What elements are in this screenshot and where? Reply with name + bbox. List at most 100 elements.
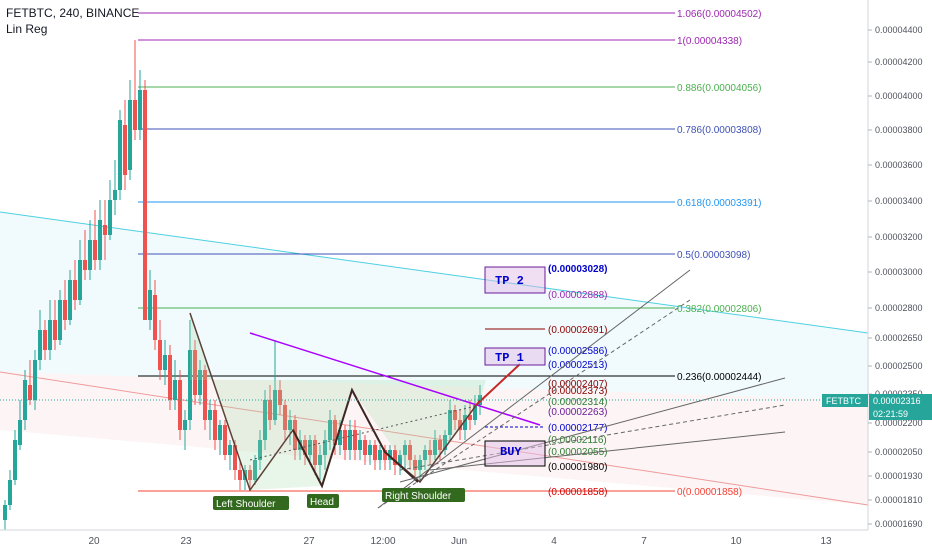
level-label: (0.00002055) xyxy=(548,447,608,458)
candle-body xyxy=(398,455,402,465)
candle-body xyxy=(128,100,132,170)
level-label: (0.00002177) xyxy=(548,423,608,434)
candle-body xyxy=(413,460,417,470)
time-axis[interactable]: 20 23 27 12:00 Jun 4 7 10 13 xyxy=(88,536,832,547)
candle-body xyxy=(123,125,127,175)
candle-body xyxy=(83,260,87,270)
price-tag xyxy=(869,394,932,407)
candle-body xyxy=(98,220,102,260)
candle-body xyxy=(268,400,272,420)
candle-body xyxy=(423,450,427,460)
price-tick-label: 0.00002800 xyxy=(875,303,923,313)
price-tick-label: 0.00001930 xyxy=(875,471,923,481)
indicator-label[interactable]: Lin Reg xyxy=(6,22,48,36)
candle-body xyxy=(393,450,397,465)
head-and-shoulders-pattern xyxy=(189,312,486,492)
candle-body xyxy=(73,280,77,300)
lin-reg-upper-band xyxy=(0,212,868,400)
candle-body xyxy=(473,405,477,420)
pattern-highlight xyxy=(292,387,419,489)
candle-body xyxy=(338,430,342,445)
right-shoulder-tag: Right Shoulder xyxy=(382,488,465,502)
fib-label: 1(0.00004338) xyxy=(677,36,742,47)
head-label: Head xyxy=(310,497,334,508)
candle-body xyxy=(458,420,462,430)
candle-body xyxy=(113,190,117,200)
candle-body xyxy=(318,455,322,465)
price-tick-label: 0.00003000 xyxy=(875,267,923,277)
candle-body xyxy=(363,440,367,455)
fib-label: 0.886(0.00004056) xyxy=(677,83,762,94)
time-tick-label: Jun xyxy=(451,536,467,547)
target-levels: (0.00003028) (0.00002888) (0.00002691) (… xyxy=(485,264,608,498)
level-label: (0.00002888) xyxy=(548,290,608,301)
candle-body xyxy=(28,385,32,400)
buy-box[interactable] xyxy=(484,440,546,467)
candle-body xyxy=(53,320,57,340)
tp2-label: TP 2 xyxy=(495,274,524,288)
time-tick-label: 23 xyxy=(180,536,192,547)
fib-label: 0.786(0.00003808) xyxy=(677,125,762,136)
level-label: (0.00003028) xyxy=(548,264,608,275)
price-tag-text: 0.00002316 xyxy=(873,396,921,406)
candle-body xyxy=(238,470,242,480)
symbol-tag xyxy=(822,394,868,407)
candle-body xyxy=(188,350,192,420)
candle-body xyxy=(278,390,282,405)
time-tick-label: 7 xyxy=(641,536,647,547)
candle-body xyxy=(168,355,172,400)
candle-body xyxy=(438,440,442,450)
candle-body xyxy=(468,415,472,420)
channel-line xyxy=(399,404,786,471)
tp1-box[interactable] xyxy=(484,347,546,366)
level-label: (0.00002373) xyxy=(548,386,608,397)
candle-body xyxy=(108,200,112,235)
channel-line xyxy=(399,377,786,483)
candle-body xyxy=(153,295,157,340)
pattern-fill xyxy=(190,313,486,490)
candle-body xyxy=(323,440,327,455)
candle-body xyxy=(163,355,167,370)
channel-line xyxy=(377,269,691,509)
left-shoulder-tag-bg xyxy=(213,496,289,510)
price-tick-label: 0.00003600 xyxy=(875,160,923,170)
candle-body xyxy=(283,405,287,430)
candle-body xyxy=(208,410,212,420)
price-tick-label: 0.00003800 xyxy=(875,125,923,135)
price-axis[interactable]: 0.00004400 0.00004200 0.00004000 0.00003800… xyxy=(868,25,923,529)
fib-label: 0.618(0.00003391) xyxy=(677,198,762,209)
candle-body xyxy=(8,480,12,505)
candle-body xyxy=(313,440,317,465)
candle-body xyxy=(308,440,312,455)
level-label: (0.00002407) xyxy=(548,379,608,390)
candle-body xyxy=(218,425,222,440)
level-label: (0.00001858) xyxy=(548,487,608,498)
candle-body xyxy=(353,430,357,450)
time-tick-label: 27 xyxy=(303,536,315,547)
fib-label: 1.066(0.00004502) xyxy=(677,9,762,20)
left-shoulder-tag: Left Shoulder xyxy=(213,496,289,510)
candle-body xyxy=(348,430,352,450)
candle-body xyxy=(343,430,347,450)
candle-body xyxy=(68,280,72,320)
right-shoulder-tag-bg xyxy=(382,488,465,502)
tp2-box[interactable] xyxy=(484,266,546,294)
countdown-tag xyxy=(869,407,932,420)
candle-body xyxy=(428,450,432,455)
level-label: (0.00002314) xyxy=(548,397,608,408)
candle-body xyxy=(373,445,377,460)
candle-body xyxy=(333,420,337,445)
symbol-title[interactable]: FETBTC, 240, BINANCE xyxy=(6,6,140,20)
breakout-arrow xyxy=(474,363,521,407)
head-tag-bg xyxy=(307,494,339,508)
candle-body xyxy=(383,450,387,460)
candle-body xyxy=(183,420,187,430)
candle-body xyxy=(198,370,202,395)
candle-body xyxy=(408,445,412,460)
candle-body xyxy=(263,400,267,440)
candle-body xyxy=(93,240,97,260)
candle-body xyxy=(463,415,467,430)
candle-body xyxy=(328,420,332,440)
left-shoulder-label: Left Shoulder xyxy=(216,499,276,510)
